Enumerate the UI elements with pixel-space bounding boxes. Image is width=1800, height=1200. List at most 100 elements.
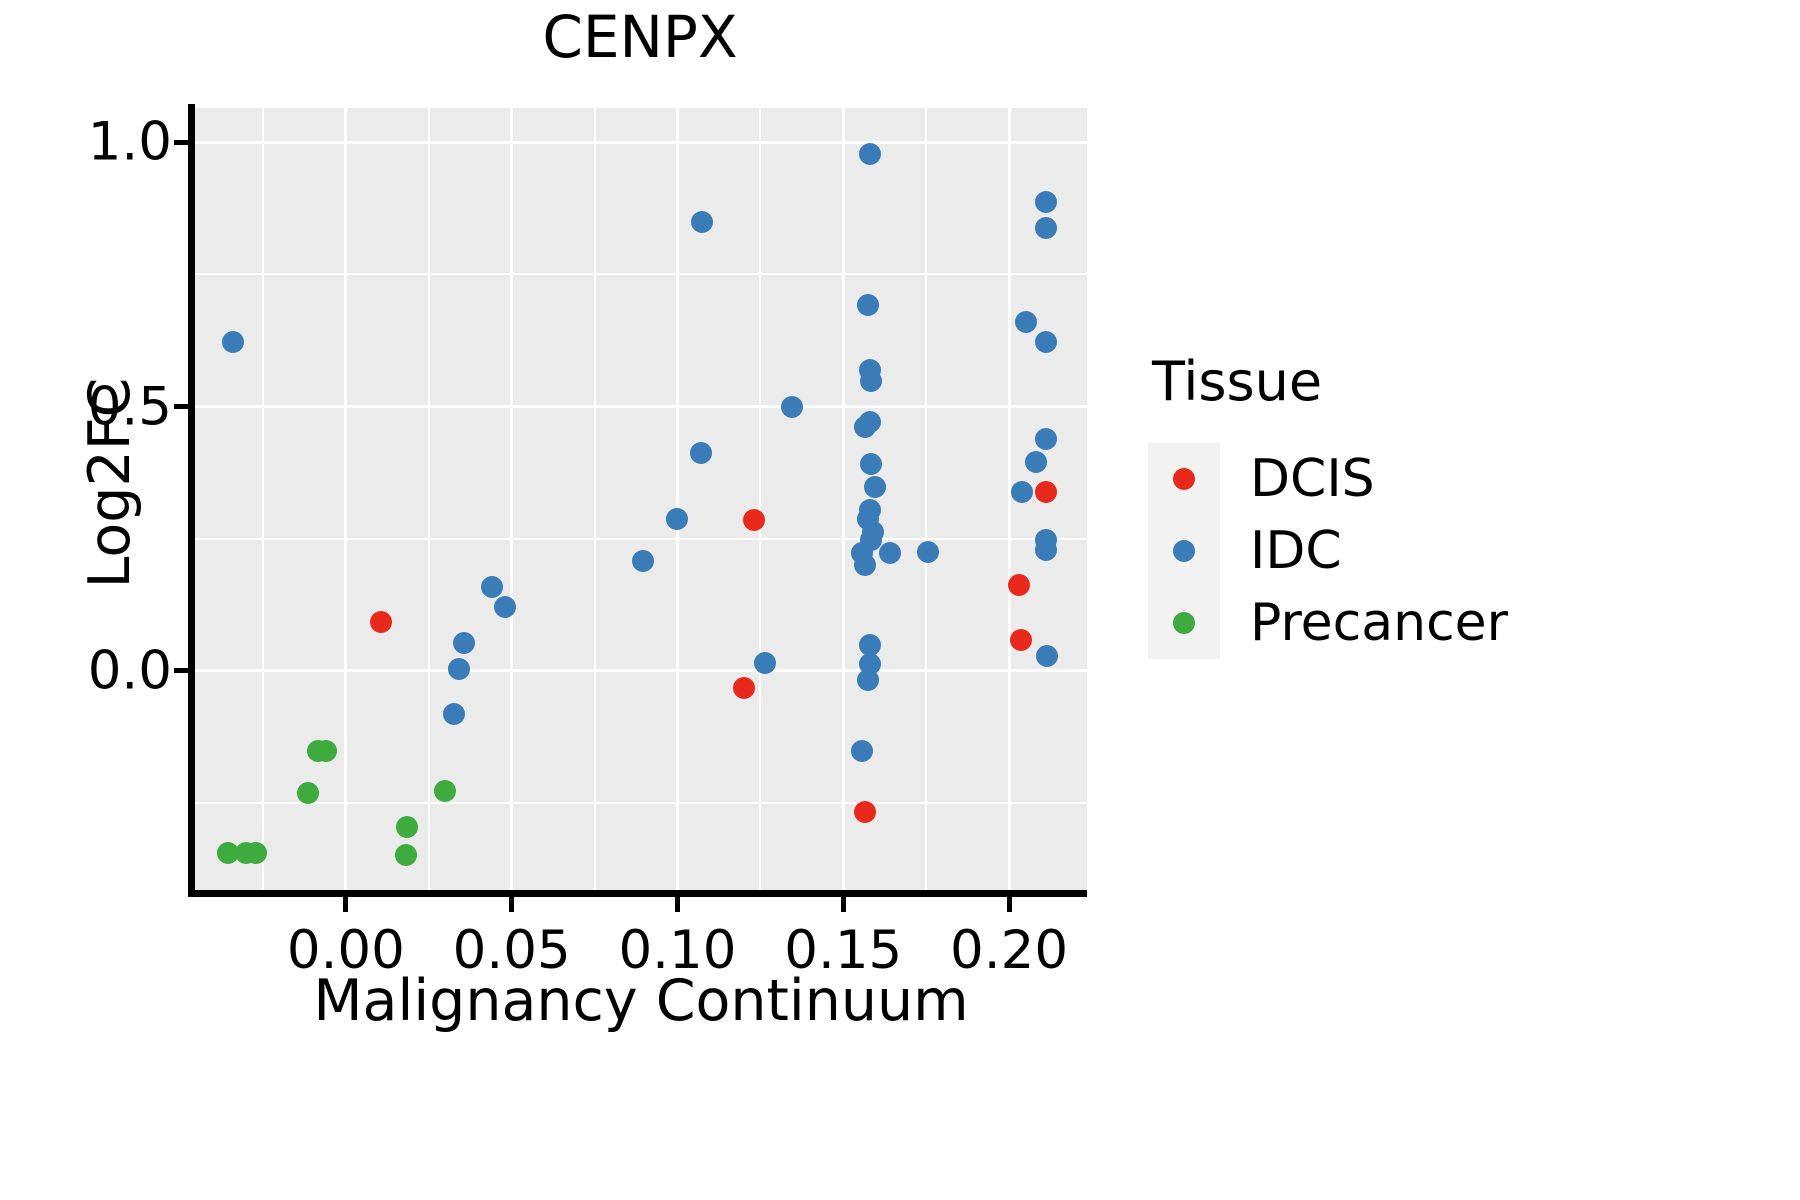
x-tick-mark	[1006, 896, 1012, 912]
scatter-point-idc	[860, 370, 883, 393]
legend: Tissue DCIS IDC Precancer	[1148, 350, 1708, 659]
legend-dot-icon	[1173, 612, 1195, 634]
legend-item-dcis[interactable]: DCIS	[1148, 443, 1708, 515]
legend-key-swatch	[1148, 587, 1220, 659]
scatter-point-idc	[1034, 216, 1057, 239]
scatter-point-idc	[1034, 539, 1057, 562]
gridline-horizontal-major	[195, 405, 1087, 409]
y-tick-label: 1.0	[87, 111, 172, 173]
scatter-point-idc	[1014, 310, 1037, 333]
x-tick-label: 0.05	[452, 920, 571, 981]
x-tick-mark	[840, 896, 846, 912]
gridline-horizontal-minor	[195, 801, 1087, 804]
scatter-point-idc	[858, 634, 881, 657]
scatter-point-idc	[857, 669, 880, 692]
scatter-point-idc	[863, 475, 886, 498]
legend-item-idc[interactable]: IDC	[1148, 515, 1708, 587]
gridline-horizontal-major	[195, 140, 1087, 144]
gridline-vertical-major	[510, 108, 514, 890]
gridline-vertical-minor	[759, 108, 762, 890]
legend-key-swatch	[1148, 515, 1220, 587]
scatter-point-idc	[853, 415, 876, 438]
scatter-point-precancer	[314, 740, 337, 763]
scatter-point-dcis	[743, 509, 766, 532]
scatter-point-idc	[480, 576, 503, 599]
scatter-point-idc	[754, 651, 777, 674]
plot-panel	[195, 108, 1087, 890]
gridline-vertical-minor	[261, 108, 264, 890]
legend-item-label: DCIS	[1250, 449, 1375, 509]
scatter-point-idc	[1034, 190, 1057, 213]
scatter-point-dcis	[369, 610, 392, 633]
chart-title: CENPX	[542, 3, 738, 71]
scatter-point-idc	[631, 549, 654, 572]
gridline-vertical-minor	[427, 108, 430, 890]
gridline-vertical-minor	[593, 108, 596, 890]
y-tick-label: 0.5	[87, 376, 172, 438]
gridline-vertical-major	[675, 108, 679, 890]
scatter-point-idc	[878, 542, 901, 565]
scatter-point-idc	[442, 703, 465, 726]
y-tick-mark	[174, 668, 190, 674]
scatter-point-idc	[850, 740, 873, 763]
scatter-point-idc	[1024, 451, 1047, 473]
x-tick-mark	[509, 896, 515, 912]
legend-key-swatch	[1148, 443, 1220, 515]
gridline-vertical-minor	[925, 108, 928, 890]
gridline-horizontal-minor	[195, 273, 1087, 276]
scatter-point-idc	[858, 142, 881, 165]
y-tick-label: 0.0	[87, 640, 172, 702]
scatter-point-dcis	[1009, 629, 1032, 652]
x-tick-label: 0.10	[618, 920, 737, 981]
scatter-point-precancer	[296, 782, 319, 805]
scatter-point-idc	[916, 540, 939, 563]
scatter-point-idc	[780, 395, 803, 418]
legend-item-label: Precancer	[1250, 593, 1509, 653]
gridline-vertical-major	[344, 108, 348, 890]
gridline-horizontal-major	[195, 669, 1087, 673]
gridline-vertical-major	[841, 108, 845, 890]
x-axis-title: Malignancy Continuum	[313, 968, 969, 1034]
scatter-point-idc	[1034, 428, 1057, 451]
scatter-point-idc	[1034, 331, 1057, 354]
x-tick-label: 0.20	[950, 920, 1069, 981]
x-tick-label: 0.15	[784, 920, 903, 981]
scatter-point-dcis	[732, 676, 755, 699]
legend-item-label: IDC	[1250, 521, 1342, 581]
scatter-point-dcis	[1008, 573, 1031, 596]
y-tick-mark	[174, 139, 190, 145]
scatter-point-precancer	[394, 843, 417, 866]
scatter-point-idc	[689, 442, 712, 465]
scatter-point-idc	[665, 507, 688, 530]
gridline-horizontal-minor	[195, 537, 1087, 540]
scatter-point-idc	[860, 452, 883, 475]
scatter-point-idc	[691, 210, 714, 233]
x-tick-mark	[674, 896, 680, 912]
y-axis-line	[188, 104, 195, 894]
scatter-point-idc	[447, 658, 470, 681]
scatter-point-idc	[494, 596, 517, 619]
scatter-point-dcis	[1034, 481, 1057, 504]
scatter-point-dcis	[853, 801, 876, 824]
scatter-point-precancer	[244, 842, 267, 864]
scatter-point-precancer	[217, 842, 240, 864]
scatter-point-idc	[222, 331, 245, 354]
legend-item-prec[interactable]: Precancer	[1148, 587, 1708, 659]
legend-dot-icon	[1173, 468, 1195, 490]
scatter-point-idc	[452, 632, 475, 655]
legend-dot-icon	[1173, 540, 1195, 562]
legend-items: DCIS IDC Precancer	[1148, 443, 1708, 659]
scatter-point-precancer	[434, 780, 457, 803]
scatter-point-idc	[857, 294, 880, 317]
y-tick-mark	[174, 404, 190, 410]
scatter-point-precancer	[396, 815, 419, 838]
x-axis-line	[188, 890, 1087, 897]
x-tick-label: 0.00	[286, 920, 405, 981]
scatter-point-idc	[853, 554, 876, 577]
gridline-vertical-major	[1007, 108, 1011, 890]
scatter-point-idc	[1011, 481, 1034, 504]
x-tick-mark	[343, 896, 349, 912]
legend-title: Tissue	[1152, 350, 1323, 413]
y-axis-title: Log2FC	[77, 377, 143, 589]
